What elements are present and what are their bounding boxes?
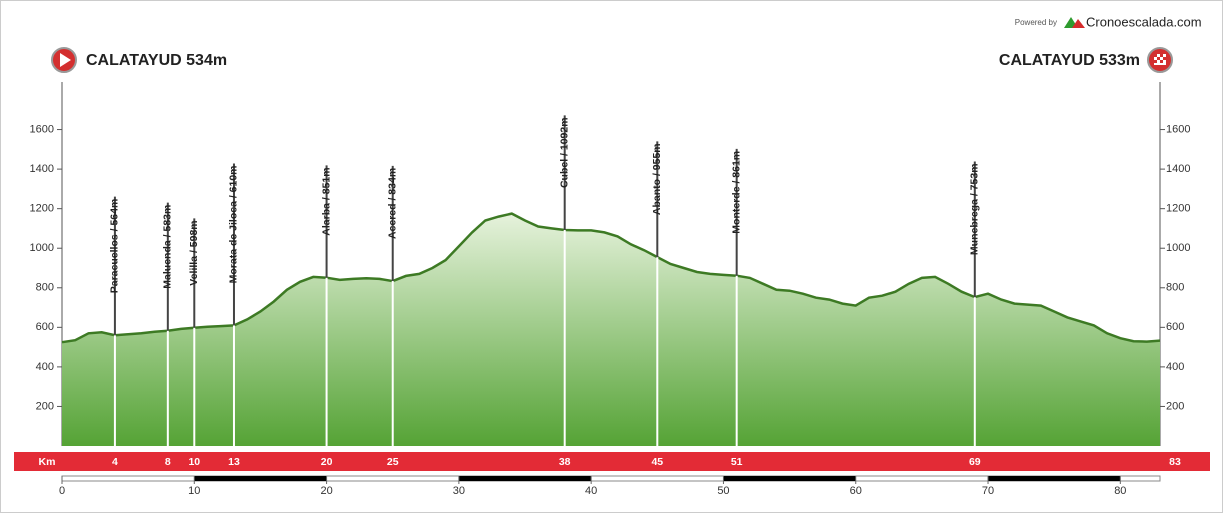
brand-logo <box>1064 17 1085 28</box>
x-tick-label: 50 <box>717 485 729 497</box>
x-tick-label: 20 <box>320 485 332 497</box>
y-tick-label: 400 <box>36 361 54 373</box>
waypoint-label: Acered / 834m <box>387 168 399 239</box>
powered-by: Powered by <box>1015 18 1057 27</box>
waypoint-label: Velilla / 598m <box>188 220 200 285</box>
km-label: 38 <box>559 456 571 468</box>
y2-tick-label: 1600 <box>1166 123 1190 135</box>
km-label: 8 <box>165 456 171 468</box>
x-tick-label: 60 <box>850 485 862 497</box>
y2-tick-label: 1000 <box>1166 242 1190 254</box>
km-label: 83 <box>1169 456 1181 468</box>
y2-tick-label: 1200 <box>1166 203 1190 215</box>
x-tick-label: 30 <box>453 485 465 497</box>
profile-area <box>62 213 1160 446</box>
scale-segment <box>458 476 592 481</box>
km-label: 13 <box>228 456 240 468</box>
y-tick-label: 1600 <box>30 123 54 135</box>
y-tick-label: 1000 <box>30 242 54 254</box>
profile-line <box>61 212 1161 344</box>
scale-segment <box>194 476 327 481</box>
x-tick-label: 80 <box>1114 485 1126 497</box>
x-tick-label: 0 <box>59 485 65 497</box>
finish-label: CALATAYUD 533m <box>999 52 1140 69</box>
y-tick-label: 1200 <box>30 203 54 215</box>
x-tick-label: 10 <box>188 485 200 497</box>
scale-segment <box>723 476 856 481</box>
waypoint-label: Monterde / 861m <box>730 151 742 234</box>
y-tick-label: 1400 <box>30 163 54 175</box>
km-axis-label: Km <box>39 456 56 468</box>
scale-segment <box>988 476 1121 481</box>
waypoint-label: Paracuellos / 564m <box>109 199 121 294</box>
start-label: CALATAYUD 534m <box>86 52 227 69</box>
x-tick-label: 70 <box>982 485 994 497</box>
km-label: 51 <box>731 456 743 468</box>
waypoint-label: Cubel / 1092m <box>558 117 570 188</box>
km-label: 20 <box>321 456 333 468</box>
km-label: 25 <box>387 456 399 468</box>
y-tick-label: 800 <box>36 282 54 294</box>
brand: Cronoescalada.com <box>1086 14 1202 29</box>
km-label: 10 <box>188 456 200 468</box>
y2-tick-label: 1400 <box>1166 163 1190 175</box>
waypoint-label: Alarba / 851m <box>320 167 332 235</box>
start-icon <box>51 47 77 73</box>
x-tick-label: 40 <box>585 485 597 497</box>
finish-icon <box>1147 47 1173 73</box>
km-label: 45 <box>651 456 663 468</box>
y-tick-label: 600 <box>36 321 54 333</box>
y2-tick-label: 600 <box>1166 321 1184 333</box>
km-label: 69 <box>969 456 981 468</box>
km-bar <box>14 452 1210 471</box>
y2-tick-label: 400 <box>1166 361 1184 373</box>
y2-tick-label: 800 <box>1166 282 1184 294</box>
waypoint-label: Abanto / 955m <box>651 143 663 215</box>
waypoint-label: Maluenda / 583m <box>162 205 174 289</box>
waypoint-label: Munebrega / 753m <box>969 163 981 255</box>
y-tick-label: 200 <box>36 400 54 412</box>
km-label: 4 <box>112 456 118 468</box>
waypoint-label: Morata de Jiloca / 610m <box>228 165 240 283</box>
y2-tick-label: 200 <box>1166 400 1184 412</box>
